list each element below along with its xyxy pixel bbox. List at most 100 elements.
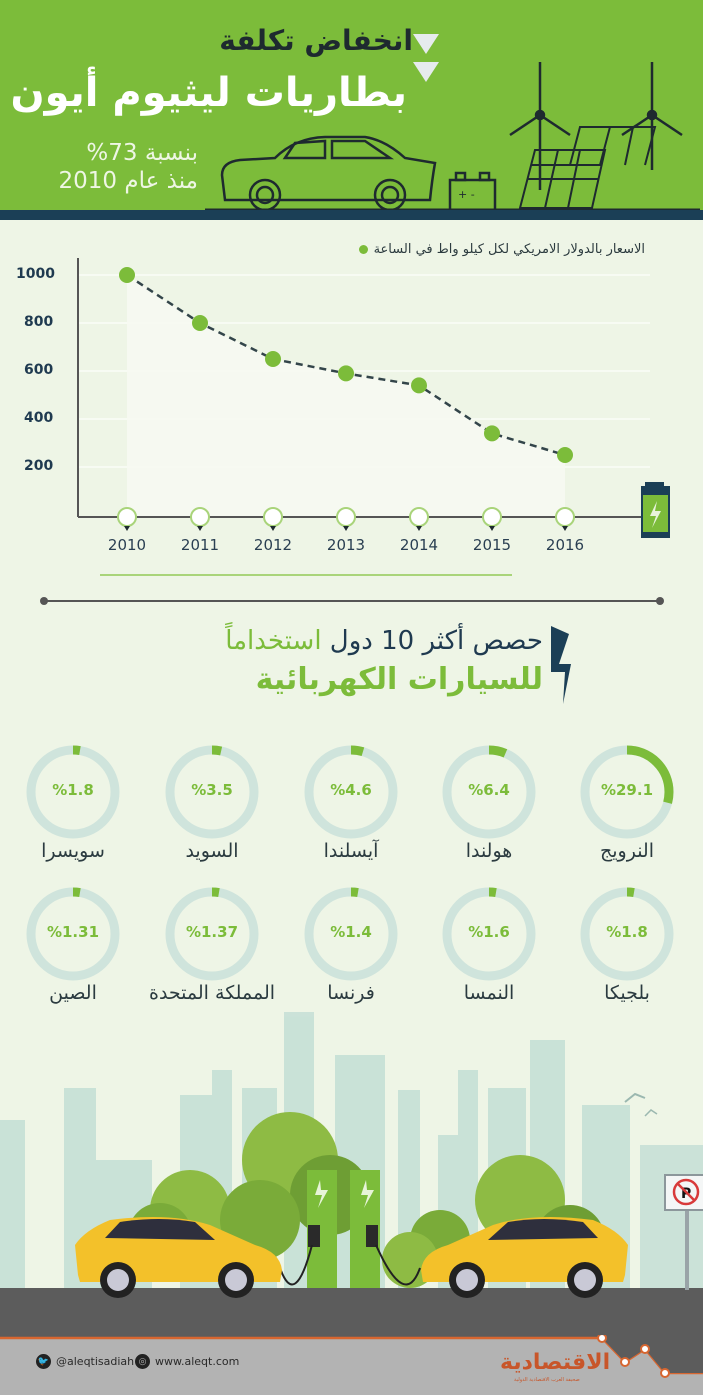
x-axis-marker-icon <box>482 507 502 527</box>
twitter-icon: 🐦 <box>36 1354 51 1369</box>
header-title-line1: انخفاض تكلفة <box>219 24 413 57</box>
x-tick: 2013 <box>326 536 366 554</box>
x-tick: 2016 <box>545 536 585 554</box>
charging-station-icon <box>307 1170 380 1288</box>
footer <box>0 1335 703 1395</box>
y-tick: 400 <box>24 410 54 426</box>
donut-netherlands: %6.4 هولندا <box>441 744 537 874</box>
donut-ring <box>26 887 120 981</box>
solar-panel-icon <box>518 126 657 209</box>
electric-car-right-icon <box>421 1216 628 1298</box>
data-point <box>338 365 354 382</box>
website-link[interactable]: ◎ www.aleqt.com <box>135 1354 239 1369</box>
donut-value: %1.31 <box>46 923 100 941</box>
legend-dot-icon <box>358 245 368 254</box>
y-tick: 600 <box>24 362 54 378</box>
data-point <box>192 315 208 331</box>
x-axis-marker-icon <box>263 507 283 527</box>
wind-turbine-icon <box>509 62 683 190</box>
x-axis-marker-icon <box>555 507 575 527</box>
donut-ring <box>442 887 536 981</box>
chart-legend: الاسعار بالدولار الامريكي لكل كيلو واط ف… <box>358 242 645 257</box>
donut-value: %1.6 <box>468 923 510 941</box>
donut-china: %1.31 الصين <box>25 886 121 1016</box>
twitter-link[interactable]: 🐦 @aleqtisadiah <box>36 1354 134 1369</box>
svg-text:P: P <box>681 1186 691 1202</box>
chart-canvas <box>40 258 670 605</box>
footer-decoration <box>0 1335 703 1378</box>
header-subtitle-line2: منذ عام 2010 <box>58 168 198 194</box>
country-name: هولندا <box>465 840 513 862</box>
section2-title-part1: حصص أكثر 10 دول <box>321 626 543 656</box>
country-name: الصين <box>49 982 97 1004</box>
country-name: النرويج <box>599 840 654 862</box>
header-title-line2: بطاريات ليثيوم أيون <box>10 70 408 116</box>
section2-title-highlight: استخداماً <box>225 626 322 656</box>
donut-ring <box>442 745 536 839</box>
donut-ring <box>580 745 674 839</box>
brand-tagline: صحيفة العرب الاقتصادية الدولية <box>514 1377 580 1383</box>
donut-value: %1.4 <box>330 923 372 941</box>
section2-title-line2: للسيارات الكهربائية <box>255 662 543 697</box>
y-tick: 1000 <box>16 266 55 282</box>
country-name: آيسلندا <box>323 840 379 862</box>
city-charging-scene: P <box>0 1012 703 1340</box>
donut-ring <box>26 745 120 839</box>
donut-value: %6.4 <box>468 781 510 799</box>
svg-text:+ -: + - <box>458 188 475 201</box>
donut-france: %1.4 فرنسا <box>303 886 399 1016</box>
donut-value: %1.37 <box>185 923 239 941</box>
y-tick: 800 <box>24 314 54 330</box>
x-tick: 2014 <box>399 536 439 554</box>
x-axis-marker-icon <box>117 507 137 527</box>
donut-sweden: %3.5 السويد <box>164 744 260 874</box>
data-point <box>557 447 573 463</box>
donut-norway: %29.1 النرويج <box>579 744 675 874</box>
donut-value: %3.5 <box>191 781 233 799</box>
x-axis-marker-icon <box>336 507 356 527</box>
electric-car-left-icon <box>75 1216 282 1298</box>
donut-austria: %1.6 النمسا <box>441 886 537 1016</box>
header-subtitle-line1: بنسبة 73% <box>86 140 198 166</box>
country-name: بلجيكا <box>604 982 650 1004</box>
country-name: السويد <box>185 840 239 862</box>
no-parking-sign-icon: P <box>664 1174 703 1290</box>
donut-value: %29.1 <box>600 781 654 799</box>
website-url: www.aleqt.com <box>155 1355 240 1368</box>
x-tick: 2010 <box>107 536 147 554</box>
data-point <box>119 267 135 283</box>
donut-ring <box>165 745 259 839</box>
x-axis-marker-icon <box>409 507 429 527</box>
data-point <box>411 377 427 394</box>
donut-belgium: %1.8 بلجيكا <box>579 886 675 1016</box>
charging-battery-icon <box>641 482 670 538</box>
car-outline-icon <box>220 135 437 212</box>
donut-ring <box>580 887 674 981</box>
donut-value: %1.8 <box>606 923 648 941</box>
data-point <box>484 425 500 442</box>
header-banner: + - انخفاض تكلفة بطاريات ليثيوم أيون بنس… <box>0 0 703 212</box>
lightning-bolt-icon <box>551 626 571 704</box>
donut-value: %4.6 <box>330 781 372 799</box>
header-illustration: + - <box>205 62 700 212</box>
donut-ring <box>165 887 259 981</box>
section2-title-line1: حصص أكثر 10 دول استخداماً <box>225 626 543 656</box>
donut-switzerland: %1.8 سويسرا <box>25 744 121 874</box>
donut-ring <box>304 887 398 981</box>
donut-iceland: %4.6 آيسلندا <box>303 744 399 874</box>
country-name: المملكة المتحدة <box>148 982 276 1004</box>
data-point <box>265 351 281 367</box>
donut-value: %1.8 <box>52 781 94 799</box>
legend-label: الاسعار بالدولار الامريكي لكل كيلو واط ف… <box>373 242 645 257</box>
country-name: النمسا <box>463 982 515 1004</box>
twitter-handle: @aleqtisadiah <box>56 1355 135 1368</box>
price-line-chart: الاسعار بالدولار الامريكي لكل كيلو واط ف… <box>0 220 703 610</box>
donut-ring <box>304 745 398 839</box>
country-name: سويسرا <box>41 840 105 862</box>
header-divider-band <box>0 210 703 220</box>
triangle-marker-icon <box>413 34 439 54</box>
country-name: فرنسا <box>327 982 375 1004</box>
triangle-marker-icon <box>413 62 439 82</box>
brand-logo: الاقتصادية <box>500 1350 611 1375</box>
battery-outline-icon: + - <box>448 171 497 212</box>
